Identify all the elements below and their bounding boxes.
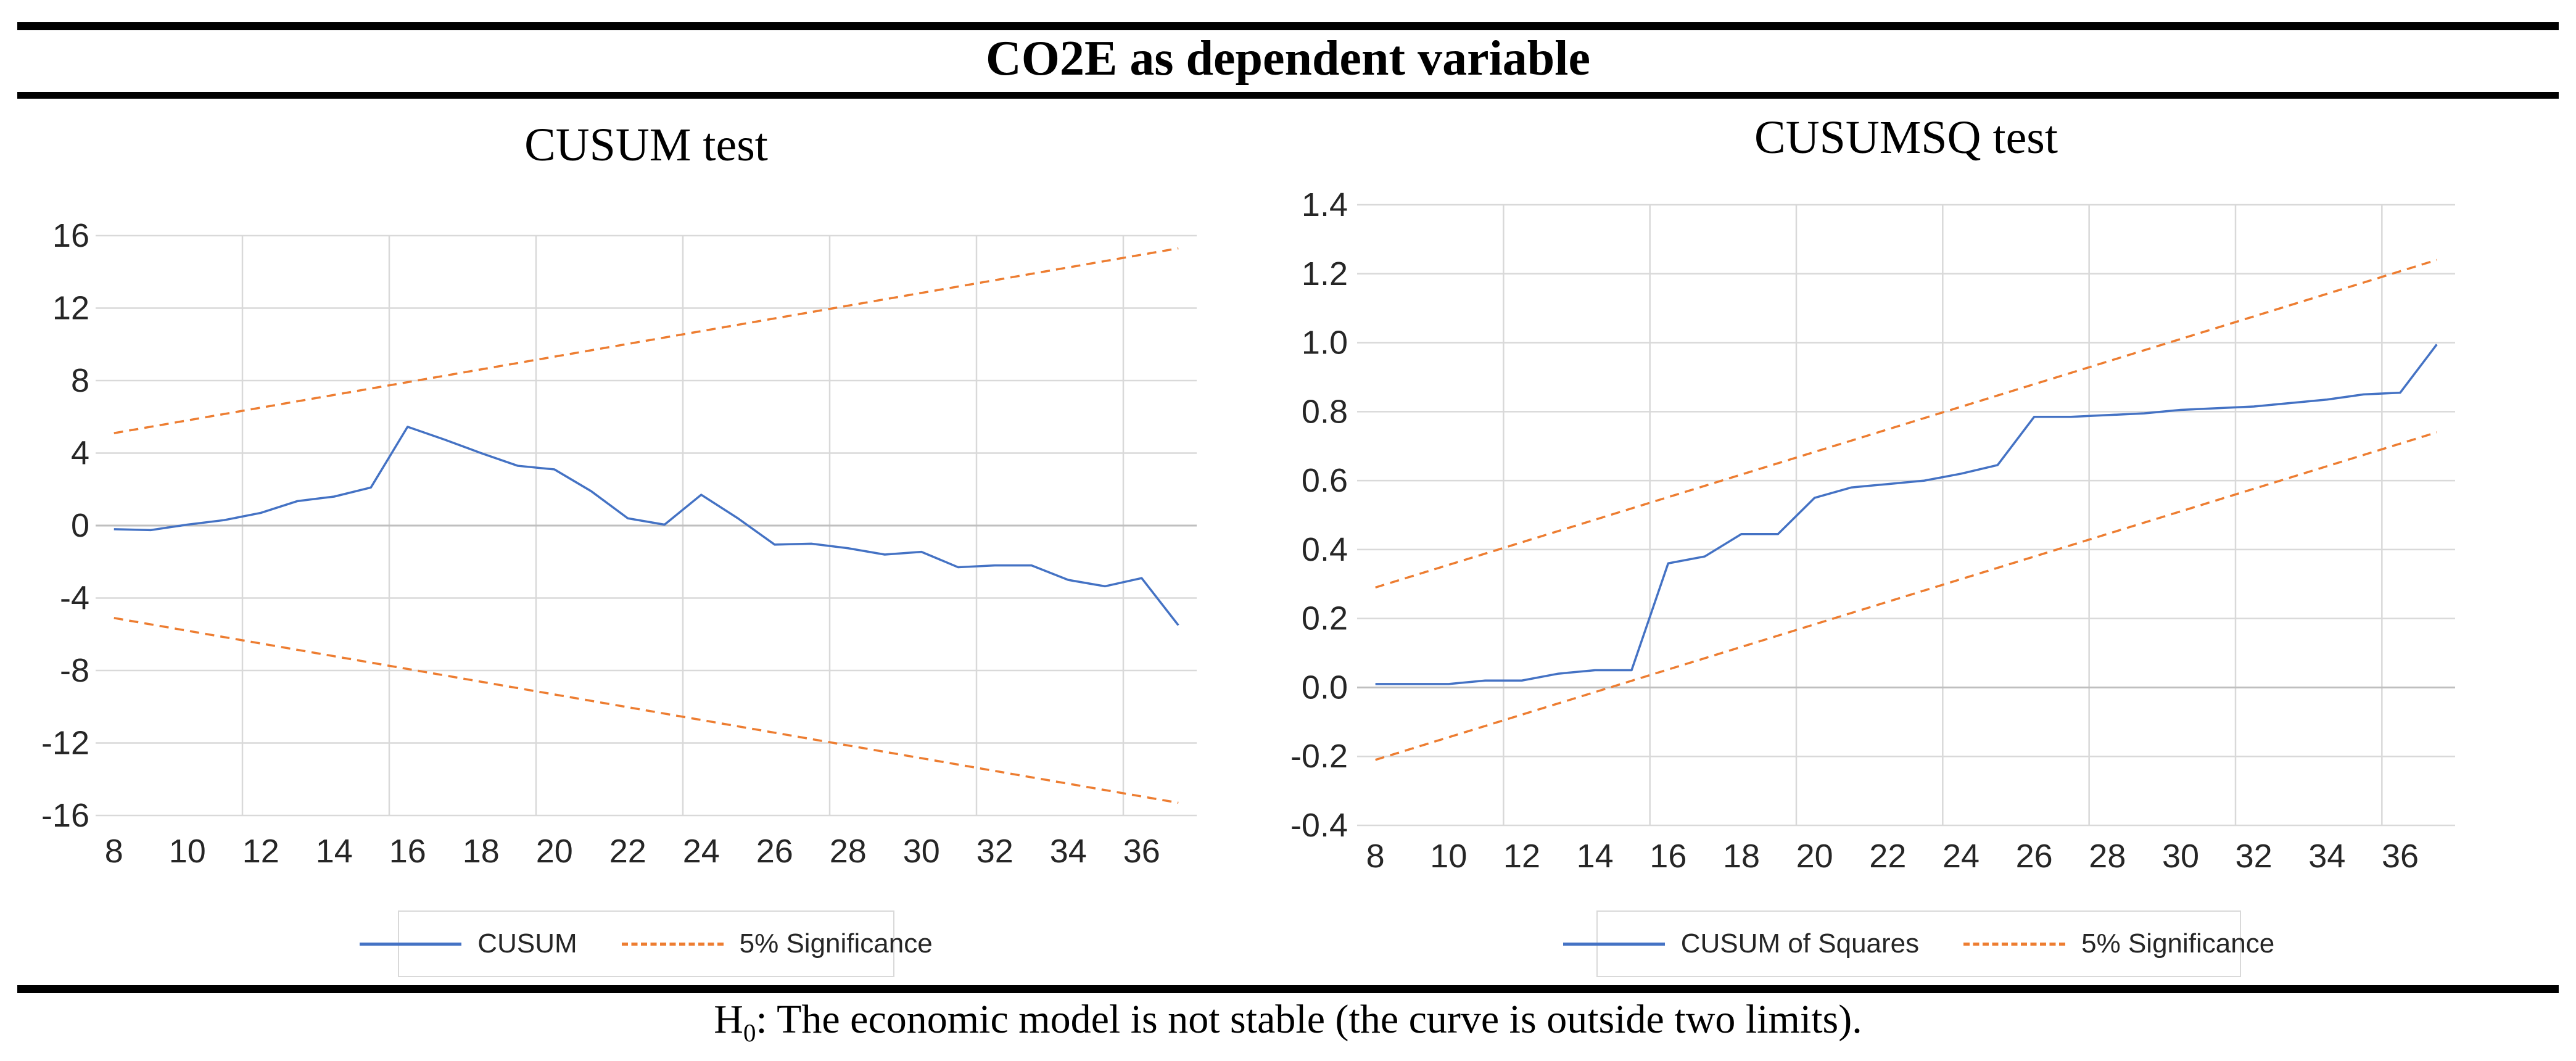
y-axis-tick-label: 0.8 [1302,393,1348,430]
y-axis-tick-label: -4 [60,580,89,617]
x-axis-tick-label: 36 [2382,838,2419,875]
significance-lower-line [1375,431,2437,761]
y-axis-tick-label: 0.2 [1302,600,1348,637]
y-axis-tick-label: -0.4 [1290,807,1348,844]
cusum-chart-title: CUSUM test [524,119,768,171]
significance-upper-line [114,247,1179,434]
footnote-text: : The economic model is not stable (the … [756,997,1862,1042]
x-axis-tick-label: 32 [2235,838,2273,875]
cusum-series-line [114,426,1179,626]
x-axis-tick-label: 24 [683,833,720,870]
footnote-h: H [714,997,743,1042]
x-axis-tick-label: 26 [756,833,793,870]
y-axis-tick-label: 16 [52,217,89,254]
y-axis-tick-label: 8 [71,362,89,399]
y-axis-tick-label: 0.4 [1302,531,1348,568]
x-axis-tick-label: 8 [105,833,123,870]
x-axis-tick-label: 28 [830,833,867,870]
x-axis-tick-label: 10 [1430,838,1467,875]
cusumsq-line-swatch [1563,942,1665,946]
x-axis-tick-label: 14 [1577,838,1614,875]
x-axis-tick-label: 16 [389,833,426,870]
x-axis-tick-label: 24 [1942,838,1979,875]
x-axis-tick-label: 22 [1869,838,1906,875]
y-axis-tick-label: -0.2 [1290,738,1348,775]
y-axis-tick-label: 0.6 [1302,462,1348,499]
x-axis-tick-label: 30 [903,833,940,870]
significance-line-swatch [621,942,724,946]
x-axis-tick-label: 14 [316,833,353,870]
x-axis-tick-label: 34 [2308,838,2345,875]
x-axis-tick-label: 12 [242,833,279,870]
x-axis-tick-label: 30 [2162,838,2199,875]
x-axis-tick-label: 26 [2016,838,2053,875]
figure-title: CO2E as dependent variable [985,31,1591,86]
x-axis-tick-label: 28 [2089,838,2126,875]
x-axis-tick-label: 12 [1503,838,1540,875]
x-axis-tick-label: 8 [1366,838,1385,875]
cusumsq-series-line [1375,344,2438,685]
y-axis-tick-label: 4 [71,435,89,472]
y-axis-tick-label: 12 [52,290,89,327]
footnote-subscript: 0 [743,1019,756,1047]
y-axis-tick-label: 1.2 [1302,255,1348,292]
y-axis-tick-label: 1.4 [1302,186,1348,223]
significance-legend-label: 5% Significance [739,928,933,959]
x-axis-tick-label: 22 [609,833,646,870]
significance-legend-label-right: 5% Significance [2081,928,2275,959]
y-axis-tick-label: -8 [60,652,89,689]
x-axis-tick-label: 18 [1723,838,1760,875]
top-border-rule [17,22,2559,30]
title-divider-rule [17,92,2559,99]
significance-line-swatch-right [1963,942,2066,946]
y-axis-tick-label: 1.0 [1302,324,1348,361]
y-axis-tick-label: -16 [41,797,89,834]
cusumsq-legend: CUSUM of Squares 5% Significance [1563,910,2274,977]
y-axis-tick-label: 0.0 [1302,669,1348,706]
significance-upper-line [1375,258,2437,589]
footnote: H0: The economic model is not stable (th… [0,996,2576,1046]
y-axis-tick-label: -12 [41,725,89,762]
cusum-legend-label: CUSUM [477,928,577,959]
cusum-legend: CUSUM 5% Significance [360,910,933,977]
x-axis-tick-label: 36 [1123,833,1160,870]
bottom-border-rule [17,985,2559,993]
x-axis-tick-label: 18 [463,833,500,870]
cusumsq-legend-label: CUSUM of Squares [1680,928,1920,959]
x-axis-tick-label: 32 [976,833,1013,870]
x-axis-tick-label: 20 [1796,838,1833,875]
significance-lower-line [114,617,1179,804]
y-axis-tick-label: 0 [71,507,89,544]
cusumsq-chart-title: CUSUMSQ test [1754,112,2058,163]
x-axis-tick-label: 16 [1649,838,1686,875]
x-axis-tick-label: 34 [1050,833,1087,870]
x-axis-tick-label: 20 [536,833,573,870]
x-axis-tick-label: 10 [169,833,206,870]
cusum-line-swatch [360,942,462,946]
